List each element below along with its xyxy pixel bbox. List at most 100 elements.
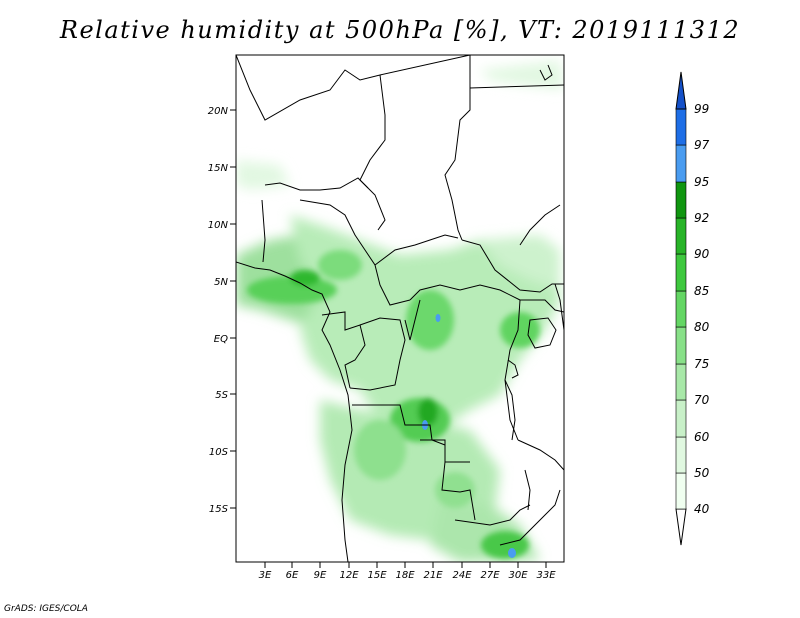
lon-tick-6E: 6E [286, 562, 299, 581]
colorbar-label-40: 40 [694, 502, 710, 516]
lon-label-15E: 15E [367, 570, 387, 581]
lat-label-5N: 5N [214, 277, 228, 288]
border-chad-sudan [444, 55, 471, 241]
colorbar-label-99: 99 [694, 102, 709, 116]
lat-tick-15S: 15S [209, 504, 236, 515]
rh-core-gulf [290, 270, 320, 286]
colorbar-bin-50 [675, 436, 687, 474]
border-gabon [321, 311, 366, 389]
lon-label-30E: 30E [508, 570, 528, 581]
border-egypt [469, 84, 564, 89]
border-tanzania [517, 439, 564, 471]
humid-area-north [236, 160, 290, 190]
border-rwanda [507, 359, 519, 379]
lon-label-6E: 6E [286, 570, 299, 581]
border-mozambique [499, 489, 561, 546]
colorbar-bin-97 [675, 108, 687, 146]
lat-tick-5N: 5N [214, 277, 236, 288]
lon-tick-30E: 30E [508, 562, 528, 581]
lon-axis: 3E 6E 9E 12E 15E 18E 21E 24E 27E 30E 33E [259, 562, 556, 581]
rh-core-malawi [481, 531, 529, 559]
border-congo [349, 317, 406, 391]
lat-tick-15N: 15N [208, 163, 236, 174]
lon-tick-21E: 21E [423, 562, 443, 581]
rh-core-car [406, 290, 454, 350]
rh-core-angola [354, 420, 406, 480]
colorbar: 40 50 60 70 75 80 85 90 92 95 97 99 [675, 71, 710, 546]
colorbar-bin-85 [675, 253, 687, 292]
border-benin [261, 199, 266, 263]
map-borders [236, 55, 564, 562]
rh-max-95-car [435, 314, 441, 322]
colorbar-low-arrow [675, 508, 687, 546]
lon-label-3E: 3E [259, 570, 272, 581]
lat-axis: 20N 15N 10N 5N EQ 5S 10S 15S [208, 106, 236, 515]
border-zambia-zimbabwe [454, 504, 531, 526]
colorbar-bin-92 [675, 181, 687, 219]
lat-tick-10N: 10N [208, 220, 236, 231]
lon-label-9E: 9E [314, 570, 327, 581]
border-cameroon-car [374, 234, 459, 266]
border-angola-zambia [420, 439, 476, 521]
chart-title: Relative humidity at 500hPa [%], VT: 201… [59, 16, 741, 44]
lake-victoria [527, 317, 557, 349]
border-uganda [520, 299, 564, 313]
coastline-west [236, 261, 353, 562]
lon-tick-33E: 33E [536, 562, 556, 581]
border-libya-chad [359, 74, 386, 231]
lat-tick-EQ: EQ [214, 334, 236, 345]
colorbar-label-95: 95 [694, 175, 709, 189]
lat-tick-10S: 10S [209, 447, 236, 458]
lon-tick-12E: 12E [339, 562, 359, 581]
border-drc-north [404, 299, 421, 341]
lat-label-10N: 10N [208, 220, 229, 231]
lat-tick-5S: 5S [215, 390, 236, 401]
rh-core-kasai [418, 398, 438, 426]
lon-tick-15E: 15E [367, 562, 387, 581]
lat-label-15N: 15N [208, 163, 229, 174]
border-south-sudan [461, 239, 564, 293]
border-kenya [554, 283, 564, 331]
lon-label-24E: 24E [452, 570, 472, 581]
colorbar-label-60: 60 [694, 430, 710, 444]
rh-max-95-malawi [508, 548, 516, 558]
colorbar-label-50: 50 [694, 466, 710, 480]
border-ethiopia [519, 204, 561, 246]
lon-tick-24E: 24E [452, 562, 472, 581]
colorbar-high-arrow [675, 71, 687, 110]
rh-core-lakes [500, 312, 540, 348]
border-nigeria-east [299, 199, 411, 306]
border-niger-north [236, 55, 471, 121]
colorbar-bin-80 [675, 290, 687, 328]
lon-label-12E: 12E [339, 570, 359, 581]
lat-label-10S: 10S [209, 447, 229, 458]
lat-label-5S: 5S [215, 390, 228, 401]
humid-area-east [480, 235, 560, 290]
humidity-field [236, 60, 564, 562]
lon-tick-27E: 27E [480, 562, 500, 581]
rh-core-cameroon [318, 250, 362, 280]
red-sea-coast [539, 64, 553, 81]
lon-label-33E: 33E [536, 570, 556, 581]
colorbar-label-75: 75 [694, 357, 709, 371]
lon-label-21E: 21E [423, 570, 443, 581]
colorbar-label-80: 80 [694, 320, 710, 334]
lon-label-18E: 18E [395, 570, 415, 581]
lon-tick-18E: 18E [395, 562, 415, 581]
lat-label-15S: 15S [209, 504, 229, 515]
humid-area-northeast [480, 60, 564, 90]
colorbar-bin-75 [675, 326, 687, 365]
lake-tanganyika [504, 379, 516, 441]
colorbar-label-85: 85 [694, 284, 709, 298]
lon-tick-9E: 9E [314, 562, 327, 581]
lat-label-20N: 20N [208, 106, 229, 117]
border-east-drc [504, 299, 521, 441]
lat-label-EQ: EQ [214, 334, 228, 345]
map-frame [235, 54, 565, 563]
colorbar-label-70: 70 [694, 393, 710, 407]
rh-core-zambia [435, 472, 475, 508]
colorbar-label-97: 97 [694, 138, 710, 152]
lake-malawi [524, 469, 531, 511]
colorbar-label-90: 90 [694, 247, 710, 261]
